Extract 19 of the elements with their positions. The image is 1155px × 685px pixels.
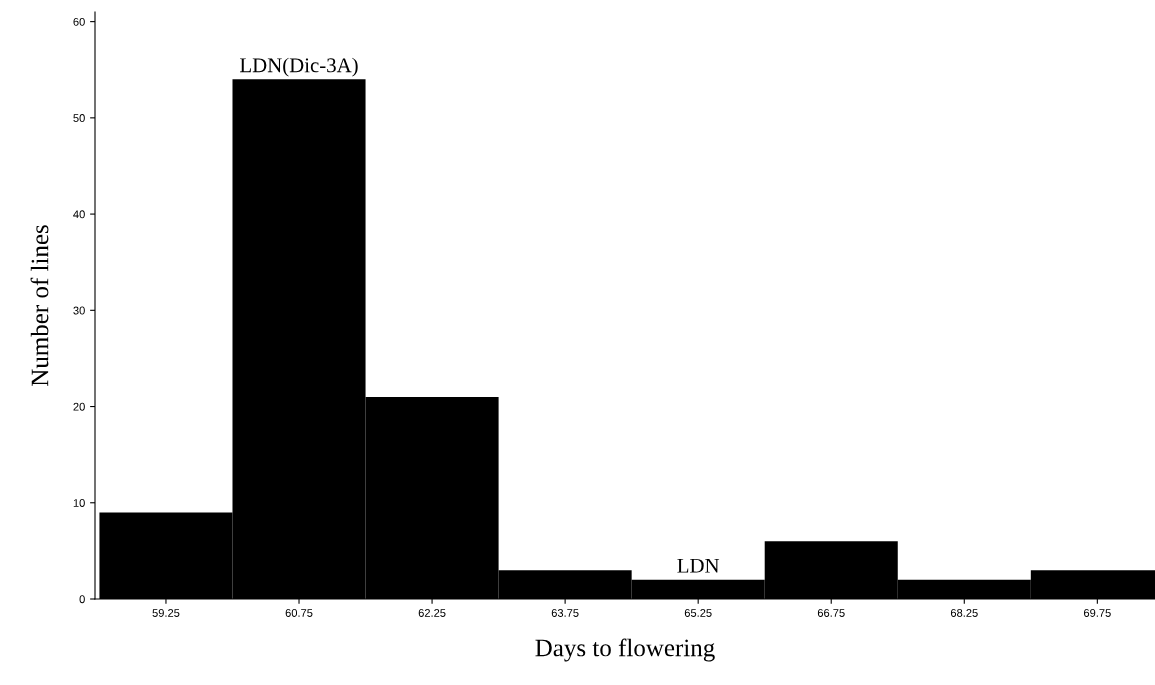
y-tick-label: 10 <box>73 499 85 507</box>
y-tick-label: 40 <box>73 210 85 219</box>
x-tick-label: 63.75 <box>551 609 579 617</box>
x-tick-label: 66.75 <box>817 609 845 617</box>
annotation: LDN(Dic-3A) <box>240 57 358 77</box>
x-axis-title: Days to flowering <box>535 638 715 662</box>
x-tick-label: 62.25 <box>418 609 446 617</box>
y-tick-label: 0 <box>79 595 85 604</box>
y-tick-label: 30 <box>73 306 85 315</box>
y-axis-title: Number of lines <box>30 225 49 387</box>
y-tick-label: 60 <box>73 17 85 26</box>
y-tick-label: 20 <box>73 402 85 411</box>
x-tick-label: 60.75 <box>285 609 313 617</box>
y-tick-label: 50 <box>73 114 85 122</box>
x-tick-label: 69.75 <box>1084 609 1111 617</box>
annotation: LDN <box>677 558 720 573</box>
x-tick-label: 65.25 <box>684 609 712 617</box>
x-tick-label: 59.25 <box>152 609 180 617</box>
x-tick-label: 68.25 <box>950 609 978 617</box>
